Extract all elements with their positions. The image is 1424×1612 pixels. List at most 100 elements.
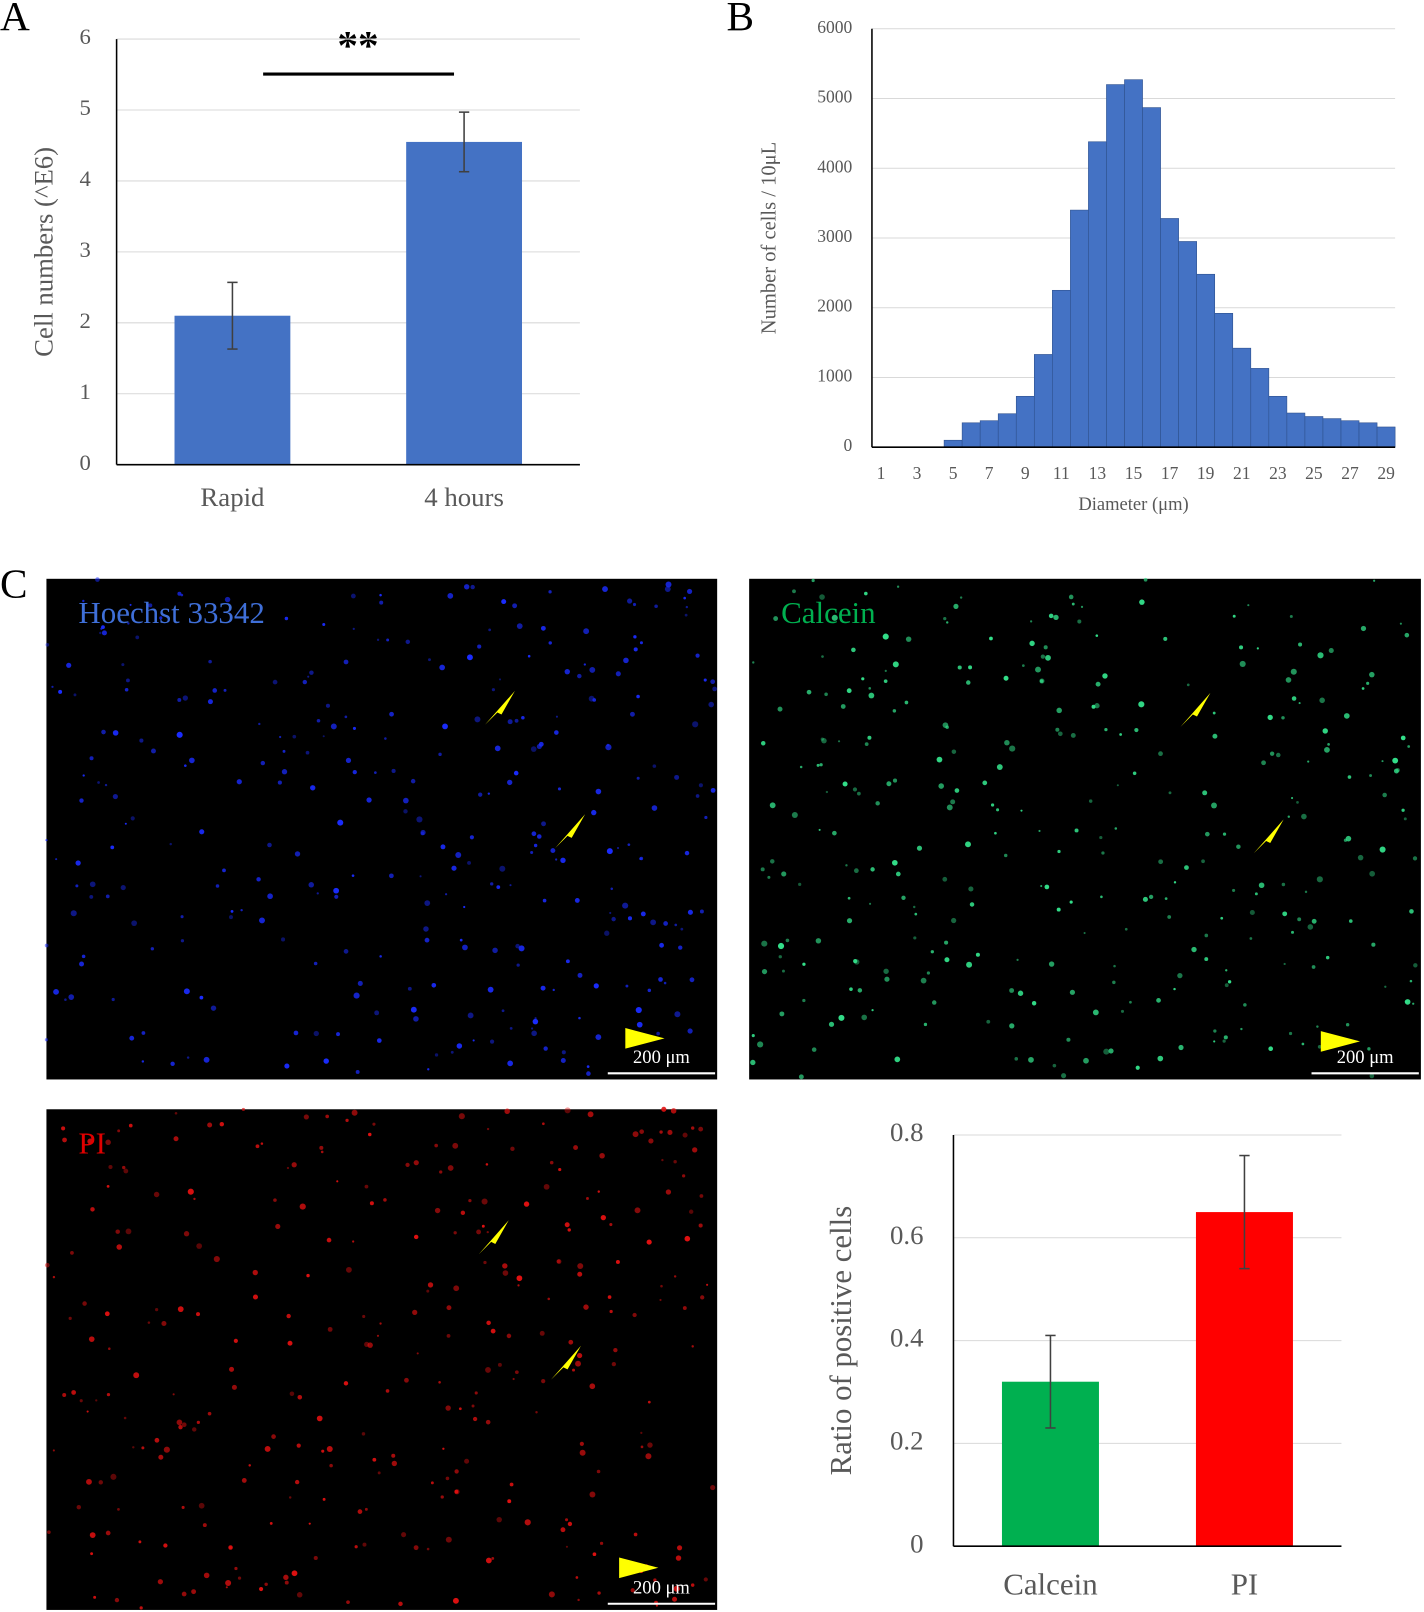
micrograph	[46, 578, 718, 1080]
bar	[1286, 412, 1306, 448]
cell-dot	[352, 726, 357, 730]
cell-dot	[1201, 859, 1205, 864]
cell-dot	[1048, 613, 1054, 619]
cell-dot	[864, 591, 868, 596]
cell-dot	[427, 1282, 434, 1288]
cell-dot	[811, 1047, 817, 1052]
bar	[961, 422, 981, 448]
cell-dot	[451, 865, 457, 871]
cell-dot	[639, 1129, 645, 1134]
cell-dot	[148, 603, 153, 608]
cell-dot	[1045, 654, 1051, 661]
cell-dot	[849, 987, 853, 991]
x-tick-label: 3	[913, 463, 922, 483]
cell-dot	[153, 1191, 160, 1198]
cell-dot	[659, 942, 664, 948]
cell-dot	[1369, 671, 1375, 678]
cell-dot	[372, 1457, 377, 1462]
cell-dot	[1101, 851, 1105, 855]
cell-dot	[531, 1030, 537, 1037]
cell-dot	[110, 845, 115, 850]
cell-dot	[680, 927, 684, 931]
cell-dot	[316, 719, 321, 723]
cell-dot	[376, 638, 380, 642]
cell-dot	[1304, 890, 1308, 894]
cell-dot	[447, 592, 454, 599]
bar	[406, 141, 523, 465]
x-tick-label: 29	[1377, 463, 1395, 483]
cell-dot	[279, 735, 282, 739]
cell-dot	[1225, 969, 1228, 972]
bar	[1070, 209, 1089, 448]
cell-dot	[698, 1223, 703, 1228]
cell-dot	[486, 1230, 489, 1234]
cell-dot	[514, 718, 519, 723]
cell-dot	[325, 703, 331, 708]
cell-dot	[472, 1039, 475, 1042]
cell-dot	[416, 816, 423, 823]
cell-dot	[752, 661, 755, 664]
cell-dot	[264, 1445, 271, 1452]
cell-dot	[491, 1557, 495, 1560]
cell-dot	[1381, 760, 1384, 763]
cell-dot	[284, 616, 289, 621]
cell-dot	[1345, 1023, 1350, 1027]
cell-dot	[636, 694, 640, 699]
cell-dot	[326, 1446, 333, 1452]
cell-dot	[542, 898, 547, 903]
cell-dot	[706, 1283, 709, 1286]
cell-dot	[123, 1168, 129, 1174]
cell-dot	[687, 909, 693, 915]
cell-dot	[305, 750, 310, 755]
cell-dot	[1249, 909, 1255, 916]
cell-dot	[577, 1263, 584, 1270]
cell-dot	[70, 910, 77, 917]
cell-dot	[273, 1198, 277, 1202]
cell-dot	[369, 1201, 374, 1206]
cell-dot	[293, 1030, 299, 1036]
cell-dot	[1403, 817, 1407, 821]
cell-dot	[487, 986, 494, 993]
cell-dot	[124, 687, 129, 692]
cell-dot	[101, 729, 106, 735]
cell-dot	[354, 1545, 358, 1549]
x-tick-label: 7	[985, 463, 994, 483]
cell-dot	[1191, 946, 1197, 953]
bar	[1358, 422, 1378, 448]
cell-dot	[442, 723, 448, 730]
cell-dot	[1282, 911, 1288, 917]
cell-dot	[533, 843, 538, 848]
cell-dot	[454, 1469, 459, 1474]
cell-dot	[548, 641, 552, 645]
cell-dot	[894, 1056, 901, 1063]
cell-dot	[391, 768, 396, 774]
cell-dot	[1369, 774, 1373, 777]
cell-dot	[1124, 927, 1128, 931]
cell-dot	[703, 678, 707, 682]
cell-dot	[343, 1381, 349, 1386]
cell-dot	[1307, 924, 1314, 930]
cell-dot	[1077, 619, 1082, 624]
cell-dot	[463, 584, 470, 590]
cell-dot	[664, 586, 671, 592]
cell-dot	[650, 919, 657, 926]
cell-dot	[1095, 681, 1101, 687]
cell-dot	[510, 1146, 515, 1152]
cell-dot	[260, 760, 266, 766]
bar	[1178, 241, 1197, 448]
cell-dot	[45, 838, 48, 842]
x-tick-label: 25	[1305, 463, 1323, 483]
cell-dot	[376, 1038, 382, 1043]
cell-dot	[892, 778, 898, 783]
cell-dot	[424, 937, 430, 943]
cell-dot	[413, 1016, 419, 1022]
cell-dot	[616, 846, 620, 850]
cell-dot	[942, 876, 948, 882]
cell-dot	[412, 1309, 418, 1316]
cell-dot	[99, 631, 102, 635]
cell-dot	[1135, 1065, 1140, 1070]
cell-dot	[884, 669, 887, 672]
cell-dot	[70, 1251, 74, 1255]
cell-dot	[264, 1582, 268, 1587]
cell-dot	[129, 603, 132, 606]
